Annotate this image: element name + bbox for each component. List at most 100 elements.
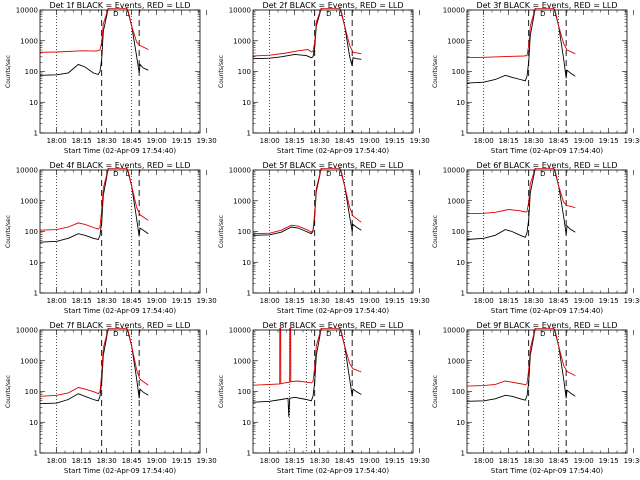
series-group [253,328,362,417]
x-tick-label: 18:45 [122,297,142,305]
plot-frame [39,169,201,294]
x-tick-label: 18:45 [335,297,355,305]
top-mark-label: D [540,330,545,338]
y-axis-label: Counts/sec [218,55,225,88]
panel-title: Det 4f BLACK = Events, RED = LLD [49,161,190,170]
x-axis-label: Start Time (02-Apr-09 17:54:40) [491,147,603,155]
series-group [467,328,576,402]
series-line-events [40,168,149,243]
series-line-lld [467,168,576,215]
y-tick-label: 1000 [20,37,38,45]
top-mark-label: D [540,170,545,178]
x-tick-label: 19:00 [360,297,380,305]
y-tick-label: 10 [29,99,38,107]
y-tick-label: 10000 [16,167,38,175]
x-tick-label: 18:30 [524,297,544,305]
panel-det-7f: Det 7f BLACK = Events, RED = LLD Counts/s… [5,321,217,475]
marker-lines [483,330,567,453]
x-tick-label: 19:30 [410,297,430,305]
y-tick-label: 10000 [16,7,38,15]
y-tick-label: 1000 [20,357,38,365]
panel-det-4f: Det 4f BLACK = Events, RED = LLD Counts/s… [5,161,217,315]
series-group [40,168,149,243]
panel-det-1f: Det 1f BLACK = Events, RED = LLD Counts/s… [5,1,217,155]
x-tick-label: 19:30 [197,297,217,305]
top-mark-label: L [126,330,130,338]
x-tick-label: 18:45 [335,457,355,465]
x-tick-label: 19:15 [385,457,405,465]
x-tick-label: 18:45 [122,457,142,465]
top-mark-label: D [326,10,331,18]
series-line-events [467,328,576,402]
y-tick-label: 100 [452,68,465,76]
x-tick-label: 18:00 [474,457,494,465]
top-mark-label: D [113,10,118,18]
x-tick-label: 18:45 [122,137,142,145]
x-axis-label: Start Time (02-Apr-09 17:54:40) [64,147,176,155]
top-mark-label: L [553,170,557,178]
x-tick-label: 18:30 [97,457,117,465]
y-tick-label: 1 [34,450,38,458]
series-group [40,8,149,76]
y-tick-label: 100 [25,388,38,396]
x-tick-label: 19:15 [172,297,192,305]
y-tick-label: 100 [25,68,38,76]
y-axis-label: Counts/sec [218,215,225,248]
x-tick-label: 19:30 [624,297,640,305]
panel-title: Det 5f BLACK = Events, RED = LLD [262,161,403,170]
x-tick-label: 19:30 [624,457,640,465]
top-mark-label: L [339,10,343,18]
x-tick-label: 19:15 [385,297,405,305]
y-tick-label: 10 [242,99,251,107]
y-tick-label: 10 [242,419,251,427]
y-tick-label: 100 [452,228,465,236]
series-group [467,8,576,84]
panel-title: Det 8f BLACK = Events, RED = LLD [262,321,403,330]
y-tick-label: 1 [34,290,38,298]
x-tick-label: 19:30 [197,137,217,145]
panel-title: Det 9f BLACK = Events, RED = LLD [476,321,617,330]
series-line-lld [467,8,576,59]
top-mark-label: L [126,10,130,18]
x-tick-label: 18:15 [285,457,305,465]
x-tick-label: 18:00 [260,297,280,305]
top-mark-label: L [126,170,130,178]
top-mark-label: L [553,10,557,18]
x-tick-label: 18:15 [72,137,92,145]
x-tick-label: 18:45 [335,137,355,145]
y-tick-label: 100 [238,228,251,236]
y-axis-label: Counts/sec [218,375,225,408]
panel-det-5f: Det 5f BLACK = Events, RED = LLD Counts/s… [218,161,430,315]
x-tick-label: 18:30 [97,297,117,305]
series-line-lld [40,328,149,397]
x-tick-label: 18:15 [72,297,92,305]
y-tick-label: 10 [29,419,38,427]
panel-det-8f: Det 8f BLACK = Events, RED = LLD Counts/s… [218,321,430,475]
y-tick-label: 1 [247,450,251,458]
x-tick-label: 19:30 [624,137,640,145]
x-axis-label: Start Time (02-Apr-09 17:54:40) [64,467,176,475]
plot-frame [39,329,201,454]
y-tick-label: 1 [34,130,38,138]
plot-frame [252,169,414,294]
marker-lines [56,330,140,453]
top-mark-label: L [339,330,343,338]
y-tick-label: 10000 [443,167,465,175]
series-line-events [253,8,362,67]
series-line-lld [253,8,362,57]
y-axis-label: Counts/sec [5,375,12,408]
x-tick-label: 19:30 [410,137,430,145]
x-tick-label: 18:00 [474,297,494,305]
x-tick-label: 18:30 [97,137,117,145]
x-tick-label: 18:45 [549,297,569,305]
x-tick-label: 18:00 [260,137,280,145]
y-tick-label: 10000 [16,327,38,335]
panel-det-6f: Det 6f BLACK = Events, RED = LLD Counts/s… [432,161,640,315]
series-line-events [253,168,362,236]
y-axis-label: Counts/sec [5,215,12,248]
series-group [253,8,362,67]
x-axis-label: Start Time (02-Apr-09 17:54:40) [491,467,603,475]
y-tick-label: 1 [247,290,251,298]
series-line-lld [467,328,576,387]
